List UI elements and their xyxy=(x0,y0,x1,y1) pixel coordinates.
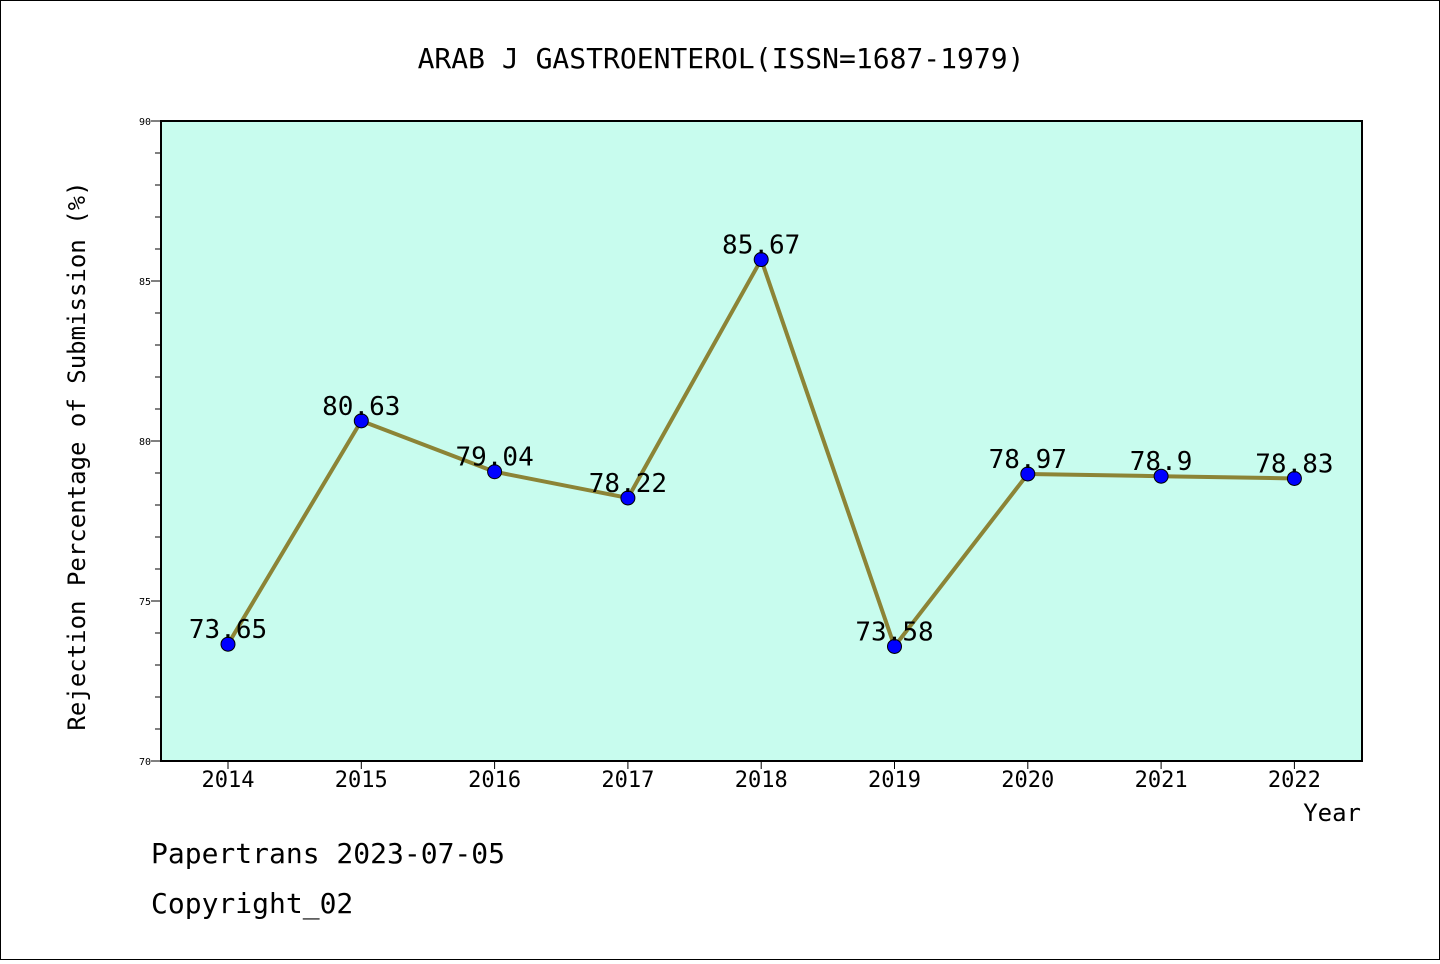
data-point xyxy=(220,636,236,652)
plot-area xyxy=(160,120,1363,762)
x-tick-label: 2020 xyxy=(1001,768,1054,793)
data-point xyxy=(1286,470,1302,486)
data-point xyxy=(887,638,902,654)
x-tick-label: 2019 xyxy=(868,768,921,793)
data-point xyxy=(753,252,769,268)
data-label: 73.58 xyxy=(855,617,933,647)
data-label: 78.9 xyxy=(1130,447,1193,477)
copyright-note: Copyright_02 xyxy=(151,887,354,920)
x-tick-label: 2021 xyxy=(1135,768,1188,793)
x-axis: 2014 2015 2016 2017 2018 2019 2020 2021 2022 xyxy=(202,761,1321,793)
y-axis-label: Rejection Percentage of Submission (%) xyxy=(63,181,91,730)
data-label: 78.22 xyxy=(589,469,667,499)
x-tick-label: 2016 xyxy=(468,768,521,793)
data-point xyxy=(1020,466,1036,482)
data-point xyxy=(353,413,369,429)
y-tick-label: 90 xyxy=(139,117,151,128)
data-label: 80.63 xyxy=(322,392,400,422)
x-tick-label: 2018 xyxy=(735,768,788,793)
series-rejection xyxy=(220,252,1302,654)
y-tick-label: 70 xyxy=(139,757,151,768)
y-tick-label: 75 xyxy=(139,597,151,608)
x-tick-label: 2017 xyxy=(601,768,654,793)
data-labels: 73.65 80.63 79.04 78.22 85.67 73.58 78.97 78.9 7… xyxy=(189,231,1334,648)
source-note: Papertrans 2023-07-05 xyxy=(151,837,506,870)
data-label: 73.65 xyxy=(189,615,267,645)
y-axis: 70 75 80 85 90 xyxy=(139,117,161,768)
x-tick-label: 2022 xyxy=(1268,768,1321,793)
y-tick-label: 85 xyxy=(139,277,151,288)
x-tick-label: 2014 xyxy=(202,768,255,793)
data-point xyxy=(620,490,636,506)
data-label: 78.83 xyxy=(1255,449,1333,479)
x-tick-label: 2015 xyxy=(335,768,388,793)
x-axis-label: Year xyxy=(1303,799,1361,827)
data-label: 78.97 xyxy=(989,445,1067,475)
y-tick-label: 80 xyxy=(139,437,151,448)
data-label: 85.67 xyxy=(722,231,800,261)
data-point xyxy=(487,464,503,480)
chart-title: ARAB J GASTROENTEROL(ISSN=1687-1979) xyxy=(418,42,1025,75)
data-label: 79.04 xyxy=(455,443,533,473)
data-point xyxy=(1153,468,1169,484)
